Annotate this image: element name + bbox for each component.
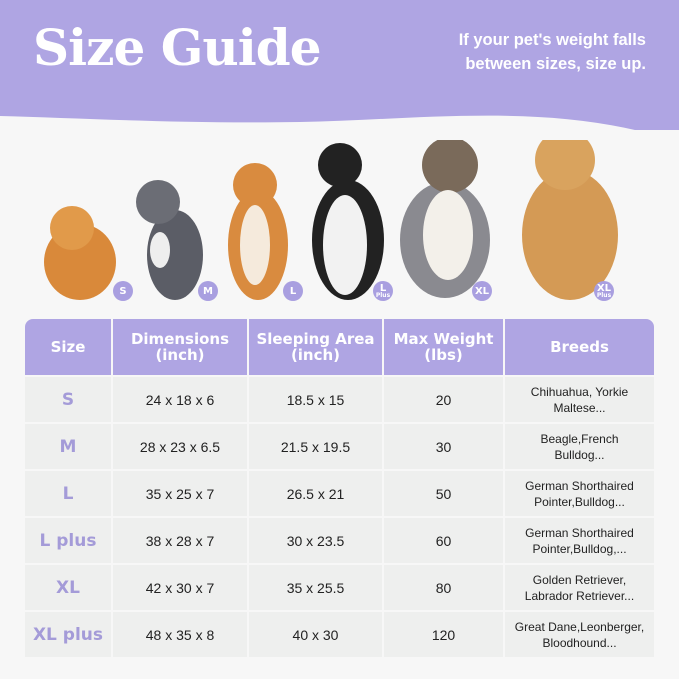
dog-size-illustration: [44, 140, 618, 300]
cell-breeds: German Shorthaired Pointer,Bulldog,...: [505, 518, 654, 563]
cell-size: M: [25, 424, 111, 469]
cell-dimensions: 38 x 28 x 7: [113, 518, 247, 563]
dog-golden-retriever-image: [522, 140, 618, 300]
cell-weight: 80: [384, 565, 503, 610]
cell-breeds: Beagle,French Bulldog...: [505, 424, 654, 469]
cell-size: XL: [25, 565, 111, 610]
cell-breeds: German Shorthaired Pointer,Bulldog...: [505, 471, 654, 516]
cell-dimensions: 28 x 23 x 6.5: [113, 424, 247, 469]
size-badge-s: S: [113, 281, 133, 301]
page-title: Size Guide: [33, 18, 322, 77]
cell-size: L plus: [25, 518, 111, 563]
cell-breeds: Great Dane,Leonberger, Bloodhound...: [505, 612, 654, 657]
size-badge-m: M: [198, 281, 218, 301]
cell-weight: 60: [384, 518, 503, 563]
cell-dimensions: 42 x 30 x 7: [113, 565, 247, 610]
size-badge-xl-plus: XL Plus: [594, 281, 614, 301]
size-note: If your pet's weight falls between sizes,…: [458, 31, 646, 73]
table-row: L plus 38 x 28 x 7 30 x 23.5 60 German Short…: [25, 518, 654, 563]
cell-breeds: Chihuahua, Yorkie Maltese...: [505, 377, 654, 422]
table-row: XL plus 48 x 35 x 8 40 x 30 120 Great Dane,L…: [25, 612, 654, 657]
dog-pomeranian-image: [44, 206, 116, 300]
cell-sleeping: 26.5 x 21: [249, 471, 382, 516]
cell-size: L: [25, 471, 111, 516]
cell-breeds: Golden Retriever, Labrador Retriever...: [505, 565, 654, 610]
column-header: Size: [25, 319, 111, 375]
column-header: Breeds: [505, 319, 654, 375]
size-badge-l-plus: L Plus: [373, 281, 393, 301]
cell-dimensions: 24 x 18 x 6: [113, 377, 247, 422]
cell-dimensions: 48 x 35 x 8: [113, 612, 247, 657]
cell-size: S: [25, 377, 111, 422]
dog-border-collie-image: [312, 143, 384, 300]
cell-sleeping: 35 x 25.5: [249, 565, 382, 610]
table-row: L 35 x 25 x 7 26.5 x 21 50 German Shorthaire…: [25, 471, 654, 516]
size-table: Size Dimensions (inch) Sleeping Area (inch) M…: [23, 317, 656, 659]
dog-australian-shepherd-image: [400, 140, 490, 298]
size-badge-l: L: [283, 281, 303, 301]
cell-sleeping: 21.5 x 19.5: [249, 424, 382, 469]
size-badge-xl: XL: [472, 281, 492, 301]
cell-sleeping: 18.5 x 15: [249, 377, 382, 422]
column-header: Sleeping Area (inch): [249, 319, 382, 375]
table-row: XL 42 x 30 x 7 35 x 25.5 80 Golden Retriever…: [25, 565, 654, 610]
header-wave-banner: [0, 0, 679, 130]
cell-dimensions: 35 x 25 x 7: [113, 471, 247, 516]
cell-sleeping: 40 x 30: [249, 612, 382, 657]
table-row: M 28 x 23 x 6.5 21.5 x 19.5 30 Beagle,French…: [25, 424, 654, 469]
dog-shiba-image: [228, 163, 288, 300]
cell-weight: 20: [384, 377, 503, 422]
cell-sleeping: 30 x 23.5: [249, 518, 382, 563]
cell-size: XL plus: [25, 612, 111, 657]
cell-weight: 50: [384, 471, 503, 516]
cell-weight: 30: [384, 424, 503, 469]
column-header: Max Weight (lbs): [384, 319, 503, 375]
column-header: Dimensions (inch): [113, 319, 247, 375]
dog-french-bulldog-image: [136, 180, 203, 300]
table-row: S 24 x 18 x 6 18.5 x 15 20 Chihuahua, Yorkie…: [25, 377, 654, 422]
cell-weight: 120: [384, 612, 503, 657]
